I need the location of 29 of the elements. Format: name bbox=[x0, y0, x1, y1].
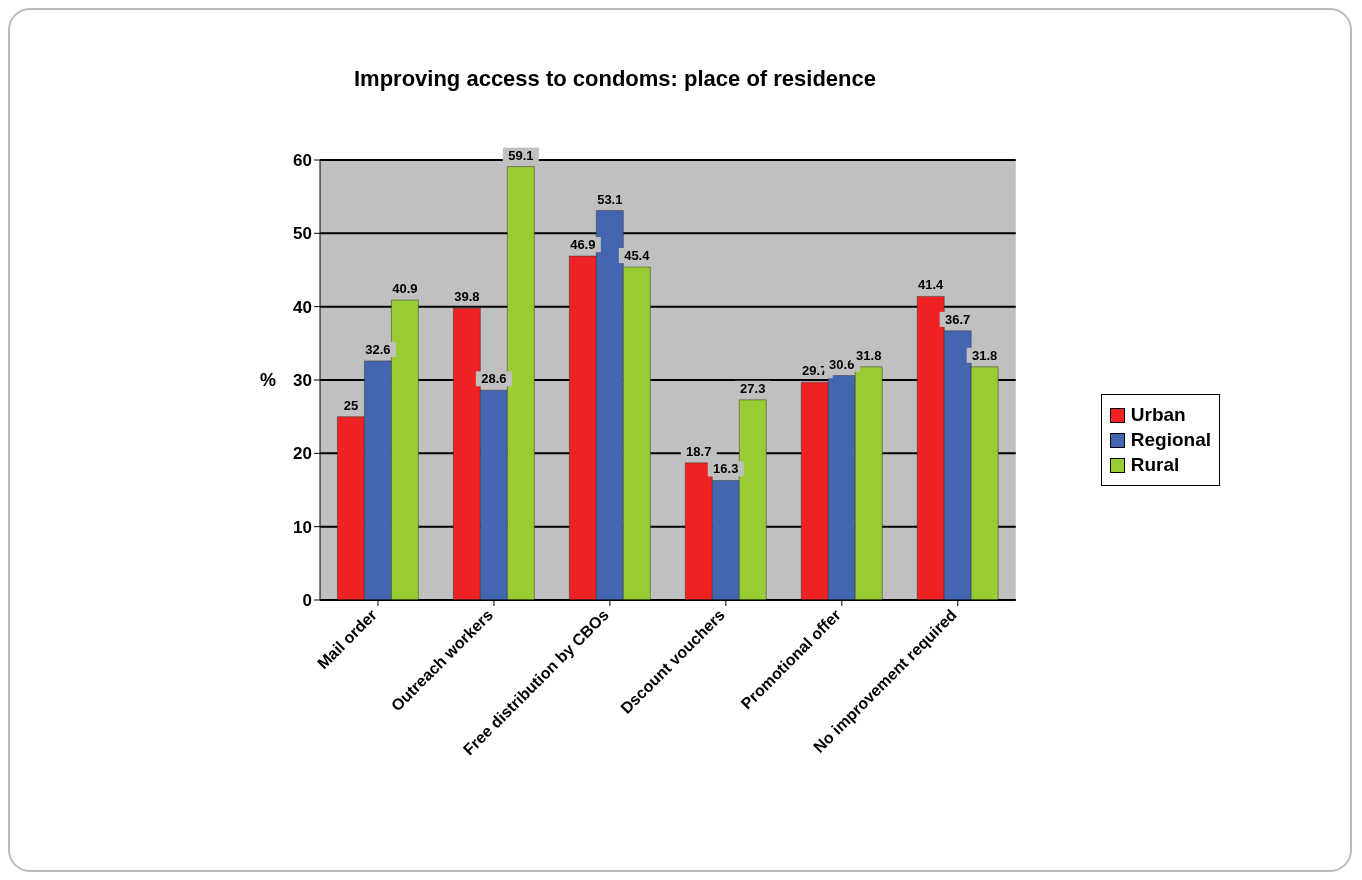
y-tick-label: 30 bbox=[293, 371, 312, 391]
y-tick-label: 60 bbox=[293, 151, 312, 171]
legend-label: Urban bbox=[1130, 404, 1186, 426]
data-label: 45.4 bbox=[624, 248, 651, 264]
data-label: 36.7 bbox=[945, 311, 971, 327]
data-label: 40.9 bbox=[392, 281, 418, 297]
data-label: 30.6 bbox=[829, 356, 855, 372]
data-label: 27.3 bbox=[740, 380, 766, 396]
data-label: 41.4 bbox=[918, 277, 945, 293]
data-label: 16.3 bbox=[713, 461, 739, 477]
data-label: 46.9 bbox=[570, 237, 596, 253]
data-label: 53.1 bbox=[597, 191, 623, 207]
data-label: 18.7 bbox=[686, 443, 712, 459]
data-label: 31.8 bbox=[972, 347, 998, 363]
data-label: 32.6 bbox=[365, 341, 391, 357]
data-label: 28.6 bbox=[481, 371, 507, 387]
y-tick-label: 50 bbox=[293, 224, 312, 244]
data-label: 25 bbox=[343, 397, 359, 413]
y-tick-label: 40 bbox=[293, 297, 312, 317]
legend-label: Regional bbox=[1130, 429, 1211, 451]
legend-label: Rural bbox=[1130, 454, 1180, 476]
data-label: 59.1 bbox=[508, 147, 534, 163]
y-tick-label: 10 bbox=[293, 517, 312, 537]
y-tick-label: 0 bbox=[302, 591, 312, 611]
y-axis-title: % bbox=[260, 370, 277, 391]
chart-title: Improving access to condoms: place of residence bbox=[352, 66, 878, 92]
data-label: 31.8 bbox=[856, 347, 882, 363]
y-tick-label: 20 bbox=[293, 444, 312, 464]
data-label: 39.8 bbox=[454, 289, 480, 305]
